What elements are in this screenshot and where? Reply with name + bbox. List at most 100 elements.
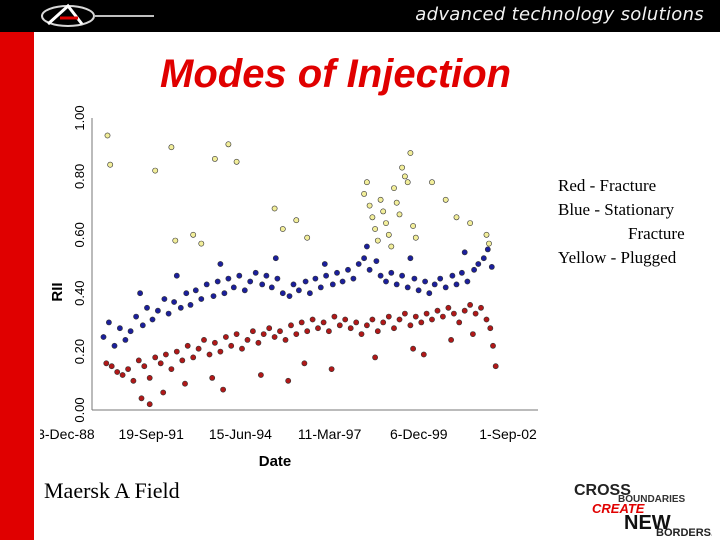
stationary-point [263,272,270,279]
legend-line-stationary-cont: Fracture [628,224,685,243]
stationary-point [415,287,422,294]
stationary-point [461,249,468,256]
left-accent-bar [0,0,34,540]
stationary-point [350,275,357,282]
plugged-point [391,185,397,191]
stationary-point [127,328,134,335]
plugged-point [399,164,405,171]
plugged-point [429,179,435,186]
brand-line-borders: BORDERS. [656,527,712,538]
fracture-point [160,389,167,396]
plugged-point [361,191,367,197]
fracture-point [288,322,294,329]
fracture-point [445,304,452,311]
stationary-point [165,310,172,317]
plugged-point [380,208,387,215]
stationary-point [122,336,129,343]
stationary-point [437,275,444,282]
fracture-point [125,366,131,372]
stationary-point [321,261,328,267]
fracture-point [472,310,479,317]
legend-line-plugged: Yellow - Plugged [558,248,677,267]
stationary-point [177,304,184,311]
fracture-point [342,316,349,323]
fracture-point [220,386,226,393]
fracture-point [233,331,240,337]
fracture-point [141,363,148,370]
plugged-point [225,141,232,148]
x-tick-label: 15-Jun-94 [209,426,272,442]
fracture-point [301,360,308,367]
stationary-point [431,281,438,288]
stationary-point [426,290,433,297]
stationary-point [161,296,168,302]
stationary-point [225,275,232,282]
fracture-point [450,310,457,317]
stationary-point [144,304,150,311]
fracture-point [157,360,164,367]
plugged-point [211,156,218,162]
fracture-point [190,354,197,361]
brand-line-create: CREATE [592,501,645,516]
fracture-point [201,336,207,343]
plugged-point [104,132,111,139]
stationary-point [404,284,411,291]
legend-text: Red - Fracture Blue - Stationary Fractur… [558,174,685,270]
stationary-point [355,261,362,267]
stationary-point [230,284,237,291]
stationary-point [111,342,118,349]
brand-line-new: NEW [624,512,671,534]
fracture-point [255,339,262,346]
plugged-point [401,173,408,180]
cross-boundaries-logo: CROSS BOUNDARIES CREATE NEW BORDERS. [574,482,712,538]
plugged-point [304,234,311,241]
fracture-point [492,363,499,370]
stationary-point [488,263,495,270]
stationary-point [259,281,266,288]
stationary-point [268,284,275,291]
x-tick-label: 23-Dec-88 [40,426,95,442]
stationary-point [399,272,405,279]
stationary-point [484,246,491,253]
fracture-point [456,319,463,326]
fracture-point [239,345,245,352]
brand-line-cross: CROSS [574,482,631,499]
fracture-point [209,374,216,381]
fracture-point [391,325,397,332]
fracture-point [114,369,121,375]
stationary-point [329,281,336,288]
plugged-point [483,231,490,238]
plugged-point [172,237,179,244]
fracture-point [320,319,327,326]
stationary-point [247,278,254,285]
fracture-point [266,325,273,332]
fracture-point [163,351,169,358]
stationary-point [383,278,389,285]
plugged-point [372,226,378,232]
fracture-point [358,331,365,337]
stationary-point [241,287,248,294]
plugged-point [279,226,286,232]
fracture-point [168,366,175,372]
company-tagline: advanced technology solutions [415,4,704,25]
fracture-point [108,363,115,370]
plugged-point [152,167,159,174]
stationary-point [217,261,224,267]
fracture-point [277,328,283,335]
plugged-point [388,243,395,250]
fracture-point [490,342,496,349]
fracture-point [369,316,376,323]
plugged-point [369,214,376,221]
plugged-point [385,231,392,238]
fracture-point [293,331,300,337]
x-axis-label: Date [259,453,292,470]
stationary-point [290,281,297,288]
stationary-point [366,266,373,273]
stationary-point [149,316,156,323]
injection-mode-scatter-chart: 0.00 0.20 0.40 0.60 0.80 1.00 23-Dec-88 19-Sep-… [40,105,538,470]
fracture-point [410,345,416,352]
ats-swoosh-logo-icon [41,3,154,27]
fracture-point [487,325,494,332]
fracture-point [228,342,235,349]
fracture-point [325,328,332,335]
